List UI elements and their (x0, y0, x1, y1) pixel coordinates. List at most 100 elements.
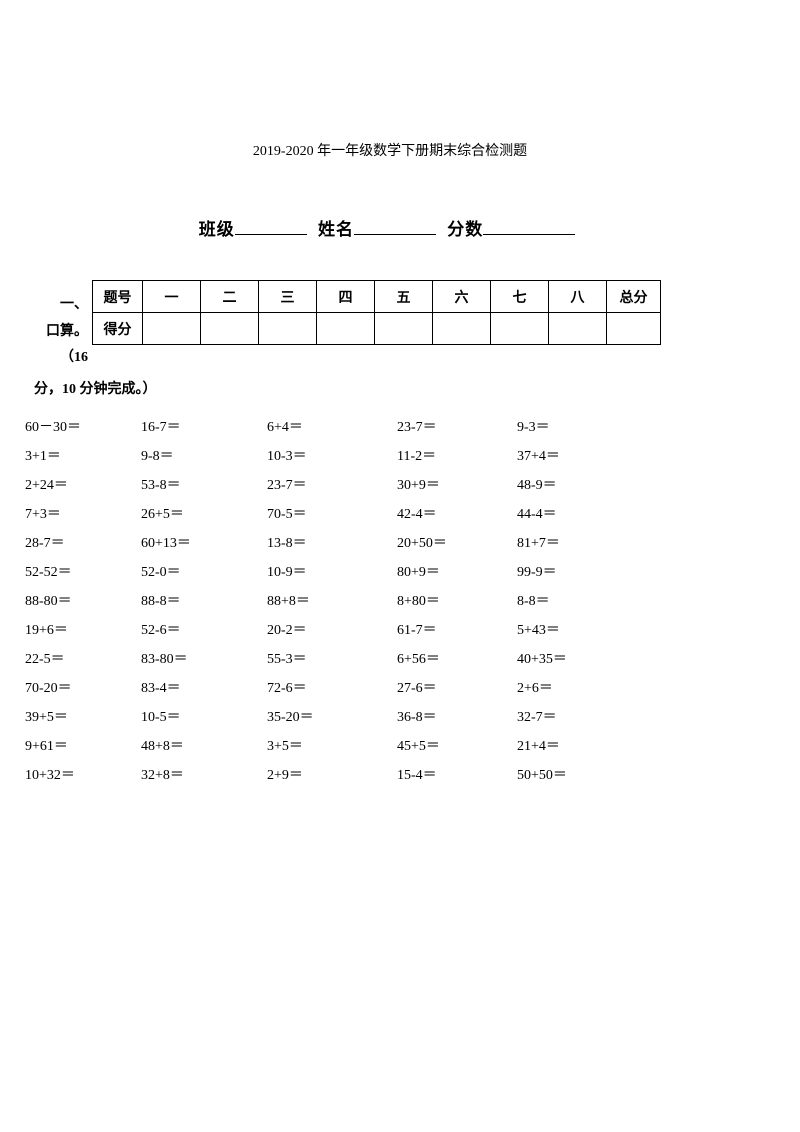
calc-cell: 37+4＝ (517, 445, 637, 465)
calc-cell: 40+35＝ (517, 648, 637, 668)
calc-row: 39+5＝10-5＝35-20＝36-8＝32-7＝ (25, 702, 755, 731)
calc-cell: 70-5＝ (267, 503, 397, 523)
calc-cell: 53-8＝ (141, 474, 267, 494)
calc-row: 7+3＝26+5＝70-5＝42-4＝44-4＝ (25, 499, 755, 528)
section-1-row: 一、 口算。 （16 题号 一 二 三 四 五 六 七 八 总分 得分 (25, 280, 755, 372)
calc-cell: 20+50＝ (397, 532, 517, 552)
calc-row: 52-52＝52-0＝10-9＝80+9＝99-9＝ (25, 557, 755, 586)
calc-row: 60－30＝16-7＝6+4＝23-7＝9-3＝ (25, 412, 755, 441)
calc-cell: 10+32＝ (25, 764, 141, 784)
calc-cell: 23-7＝ (267, 474, 397, 494)
calc-cell: 10-5＝ (141, 706, 267, 726)
calc-cell: 8-8＝ (517, 590, 637, 610)
name-underline (354, 234, 436, 235)
score-cell (201, 313, 259, 345)
calc-cell: 36-8＝ (397, 706, 517, 726)
calc-cell: 60+13＝ (141, 532, 267, 552)
calc-row: 3+1＝9-8＝10-3＝11-2＝37+4＝ (25, 441, 755, 470)
col-7: 七 (491, 281, 549, 313)
calc-cell: 48+8＝ (141, 735, 267, 755)
calc-cell: 27-6＝ (397, 677, 517, 697)
calc-cell: 9-3＝ (517, 416, 637, 436)
calc-row: 2+24＝53-8＝23-7＝30+9＝48-9＝ (25, 470, 755, 499)
calc-cell: 21+4＝ (517, 735, 637, 755)
section-1-suffix: 分，10 分钟完成。） (34, 378, 755, 398)
col-1: 一 (143, 281, 201, 313)
calc-cell: 3+1＝ (25, 445, 141, 465)
calc-row: 19+6＝52-6＝20-2＝61-7＝5+43＝ (25, 615, 755, 644)
calc-cell: 35-20＝ (267, 706, 397, 726)
col-6: 六 (433, 281, 491, 313)
calc-cell: 8+80＝ (397, 590, 517, 610)
calc-cell: 45+5＝ (397, 735, 517, 755)
calc-row: 70-20＝83-4＝72-6＝27-6＝2+6＝ (25, 673, 755, 702)
section-1-prefix-3: （16 (25, 345, 88, 372)
calc-cell: 10-9＝ (267, 561, 397, 581)
col-3: 三 (259, 281, 317, 313)
score-table: 题号 一 二 三 四 五 六 七 八 总分 得分 (92, 280, 661, 345)
calc-cell: 48-9＝ (517, 474, 637, 494)
calc-cell: 39+5＝ (25, 706, 141, 726)
calc-cell: 22-5＝ (25, 648, 141, 668)
section-1-prefix-1: 一、 (25, 292, 88, 319)
calc-row: 28-7＝60+13＝13-8＝20+50＝81+7＝ (25, 528, 755, 557)
calc-cell: 28-7＝ (25, 532, 141, 552)
calc-cell: 83-80＝ (141, 648, 267, 668)
calc-cell: 9-8＝ (141, 445, 267, 465)
calc-cell: 16-7＝ (141, 416, 267, 436)
score-cell (607, 313, 661, 345)
calc-cell: 52-6＝ (141, 619, 267, 639)
calc-cell: 5+43＝ (517, 619, 637, 639)
calc-cell: 99-9＝ (517, 561, 637, 581)
score-cell (549, 313, 607, 345)
calc-cell: 26+5＝ (141, 503, 267, 523)
col-8: 八 (549, 281, 607, 313)
score-cell (491, 313, 549, 345)
section-1-label: 一、 口算。 （16 (25, 280, 92, 372)
calc-cell: 10-3＝ (267, 445, 397, 465)
calc-cell: 52-52＝ (25, 561, 141, 581)
col-5: 五 (375, 281, 433, 313)
calc-cell: 23-7＝ (397, 416, 517, 436)
col-2: 二 (201, 281, 259, 313)
calc-cell: 44-4＝ (517, 503, 637, 523)
question-number-label: 题号 (93, 281, 143, 313)
score-cell (143, 313, 201, 345)
calc-cell: 2+6＝ (517, 677, 637, 697)
col-total: 总分 (607, 281, 661, 313)
calc-row: 88-80＝88-8＝88+8＝8+80＝8-8＝ (25, 586, 755, 615)
calc-cell: 42-4＝ (397, 503, 517, 523)
calc-row: 9+61＝48+8＝3+5＝45+5＝21+4＝ (25, 731, 755, 760)
score-label: 分数 (447, 220, 483, 239)
class-underline (235, 234, 307, 235)
calc-cell: 83-4＝ (141, 677, 267, 697)
exam-title: 2019-2020 年一年级数学下册期末综合检测题 (25, 140, 755, 160)
section-1-prefix-2: 口算。 (25, 319, 88, 346)
calc-cell: 88-80＝ (25, 590, 141, 610)
calc-cell: 7+3＝ (25, 503, 141, 523)
calc-cell: 20-2＝ (267, 619, 397, 639)
calc-cell: 61-7＝ (397, 619, 517, 639)
page-content: 2019-2020 年一年级数学下册期末综合检测题 班级 姓名 分数 一、 口算… (25, 140, 755, 789)
calc-cell: 32+8＝ (141, 764, 267, 784)
calc-cell: 72-6＝ (267, 677, 397, 697)
calc-cell: 88+8＝ (267, 590, 397, 610)
calc-cell: 60－30＝ (25, 416, 141, 436)
col-4: 四 (317, 281, 375, 313)
calc-row: 10+32＝32+8＝2+9＝15-4＝50+50＝ (25, 760, 755, 789)
student-info-line: 班级 姓名 分数 (25, 215, 755, 240)
calc-cell: 32-7＝ (517, 706, 637, 726)
score-cell (375, 313, 433, 345)
score-cell (317, 313, 375, 345)
calc-cell: 9+61＝ (25, 735, 141, 755)
calc-cell: 6+4＝ (267, 416, 397, 436)
score-cell (259, 313, 317, 345)
score-row-label: 得分 (93, 313, 143, 345)
name-label: 姓名 (318, 220, 354, 239)
calc-cell: 2+9＝ (267, 764, 397, 784)
calc-cell: 55-3＝ (267, 648, 397, 668)
score-table-header-row: 题号 一 二 三 四 五 六 七 八 总分 (93, 281, 661, 313)
score-cell (433, 313, 491, 345)
class-label: 班级 (199, 220, 235, 239)
calc-cell: 50+50＝ (517, 764, 637, 784)
